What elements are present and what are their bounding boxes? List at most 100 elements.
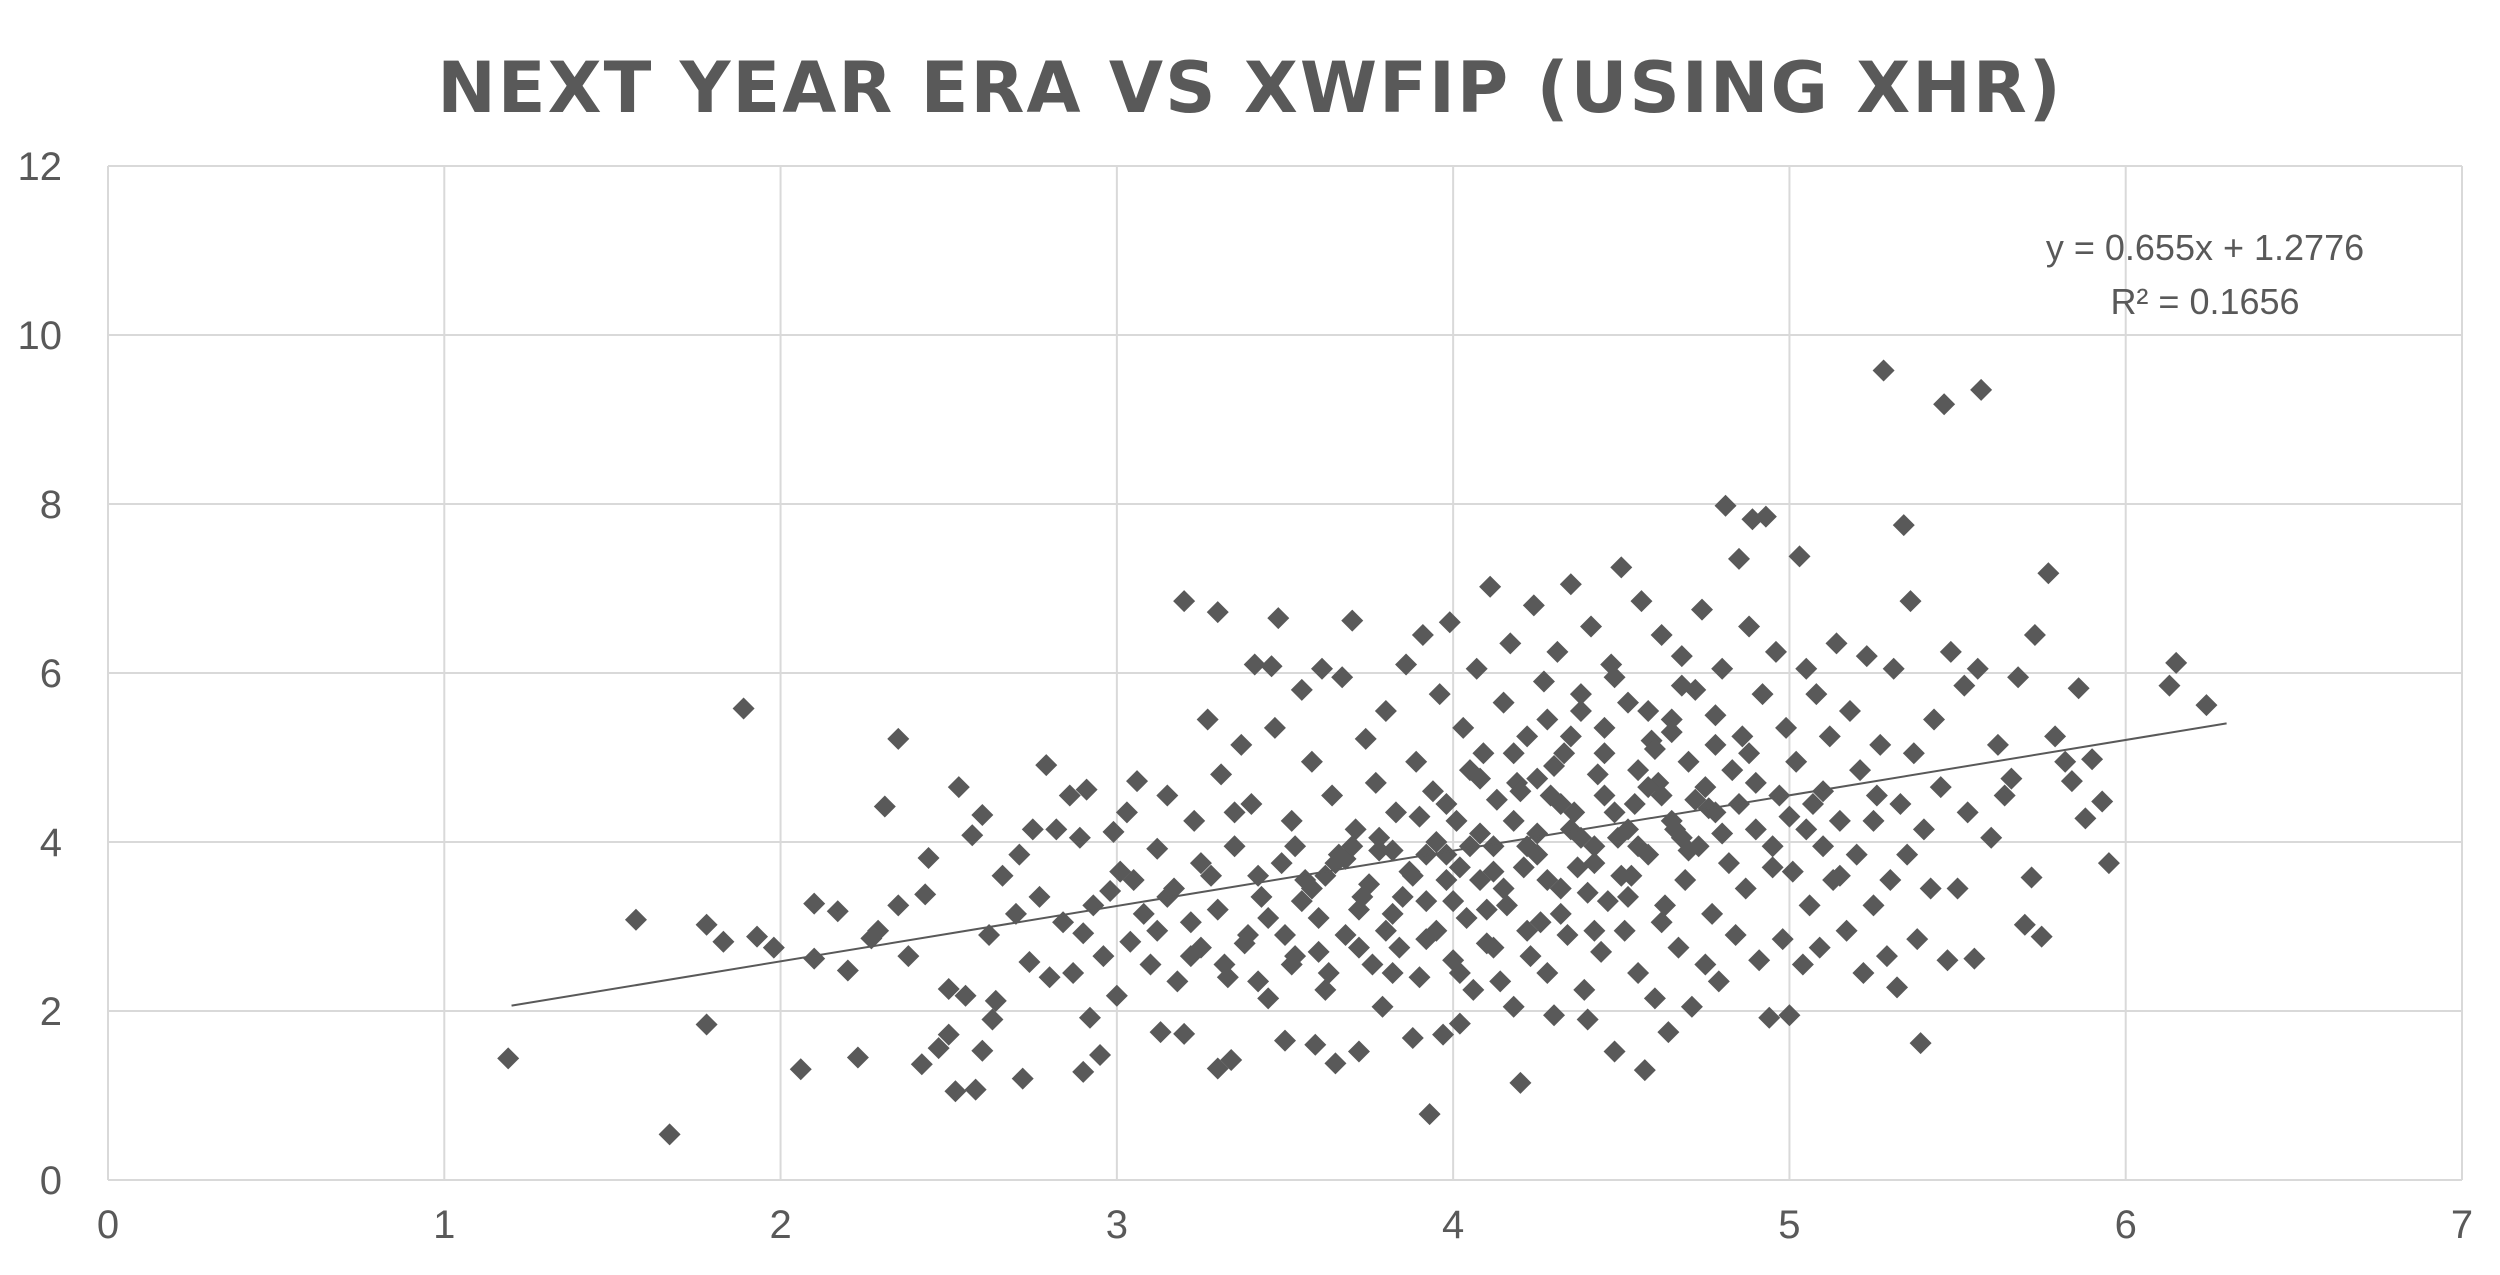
- data-point: [947, 776, 970, 799]
- data-points: [497, 359, 2218, 1146]
- data-point: [1243, 653, 1266, 676]
- data-point: [1627, 835, 1650, 858]
- data-point: [1543, 1004, 1566, 1027]
- data-point: [1795, 657, 1818, 680]
- x-tick-label: 4: [1442, 1203, 1464, 1247]
- data-point: [1566, 856, 1589, 879]
- data-point: [1630, 590, 1653, 613]
- data-point: [910, 1053, 933, 1076]
- data-point: [1617, 818, 1640, 841]
- data-point: [1469, 822, 1492, 845]
- data-point: [1929, 776, 1952, 799]
- data-point: [1788, 545, 1811, 568]
- data-point: [1657, 1021, 1680, 1044]
- data-point: [1963, 947, 1986, 970]
- data-point: [1448, 961, 1471, 984]
- data-point: [1045, 818, 1068, 841]
- data-point: [1754, 505, 1777, 528]
- data-point: [1522, 594, 1545, 617]
- data-point: [1004, 902, 1027, 925]
- data-point: [1432, 1023, 1455, 1046]
- data-point: [971, 803, 994, 826]
- data-point: [1331, 666, 1354, 689]
- data-point: [1482, 835, 1505, 858]
- data-point: [1011, 1067, 1034, 1090]
- data-point: [497, 1047, 520, 1070]
- data-point: [1744, 818, 1767, 841]
- data-point: [1068, 826, 1091, 849]
- data-point: [1603, 666, 1626, 689]
- data-point: [897, 945, 920, 968]
- data-point: [1536, 869, 1559, 892]
- data-point: [961, 824, 984, 847]
- data-point: [1576, 881, 1599, 904]
- data-point: [887, 894, 910, 917]
- data-point: [1764, 640, 1787, 663]
- data-point: [1684, 788, 1707, 811]
- data-point: [1808, 936, 1831, 959]
- data-point: [836, 959, 859, 982]
- data-point: [1724, 923, 1747, 946]
- data-point: [1596, 890, 1619, 913]
- data-point: [1593, 716, 1616, 739]
- data-point: [1247, 970, 1270, 993]
- data-point: [1495, 894, 1518, 917]
- y-tick-label: 8: [40, 483, 62, 527]
- data-point: [1028, 885, 1051, 908]
- data-point: [1368, 826, 1391, 849]
- data-point: [1280, 953, 1303, 976]
- data-point: [1401, 864, 1424, 887]
- data-point: [984, 989, 1007, 1012]
- data-point: [1257, 987, 1280, 1010]
- data-point: [1593, 742, 1616, 765]
- data-point: [1761, 856, 1784, 879]
- data-point: [954, 984, 977, 1007]
- data-point: [1727, 547, 1750, 570]
- data-point: [1149, 1021, 1172, 1044]
- data-point: [1139, 953, 1162, 976]
- data-point: [1324, 1052, 1347, 1075]
- data-point: [1970, 378, 1993, 401]
- data-point: [1613, 919, 1636, 942]
- data-point: [937, 978, 960, 1001]
- data-point: [1559, 725, 1582, 748]
- data-point: [1078, 1006, 1101, 1029]
- data-point: [1838, 700, 1861, 723]
- data-point: [1415, 928, 1438, 951]
- data-point: [1173, 590, 1196, 613]
- data-point: [1469, 767, 1492, 790]
- data-point: [1489, 970, 1512, 993]
- trendline-group: [511, 722, 2227, 1007]
- data-point: [1701, 902, 1724, 925]
- data-point: [1637, 700, 1660, 723]
- data-point: [1220, 1049, 1243, 1072]
- data-point: [1482, 936, 1505, 959]
- data-point: [1341, 835, 1364, 858]
- data-point: [1966, 657, 1989, 680]
- data-point: [1869, 733, 1892, 756]
- data-point: [1475, 898, 1498, 921]
- data-point: [2067, 677, 2090, 700]
- data-point: [1862, 809, 1885, 832]
- data-point: [1906, 928, 1929, 951]
- data-point: [1206, 898, 1229, 921]
- data-point: [1670, 674, 1693, 697]
- data-point: [1492, 691, 1515, 714]
- y-tick-label: 0: [40, 1159, 62, 1203]
- data-point: [1381, 839, 1404, 862]
- data-point: [1381, 902, 1404, 925]
- data-point: [1391, 885, 1414, 908]
- data-point: [1099, 880, 1122, 903]
- data-point: [1899, 590, 1922, 613]
- data-point: [1411, 623, 1434, 646]
- data-point: [2023, 623, 2046, 646]
- data-point: [1179, 945, 1202, 968]
- data-point: [2037, 562, 2060, 585]
- data-point: [1021, 818, 1044, 841]
- data-point: [1923, 708, 1946, 731]
- data-point: [1549, 902, 1572, 925]
- data-point: [762, 936, 785, 959]
- data-point: [1307, 940, 1330, 963]
- data-point: [1502, 742, 1525, 765]
